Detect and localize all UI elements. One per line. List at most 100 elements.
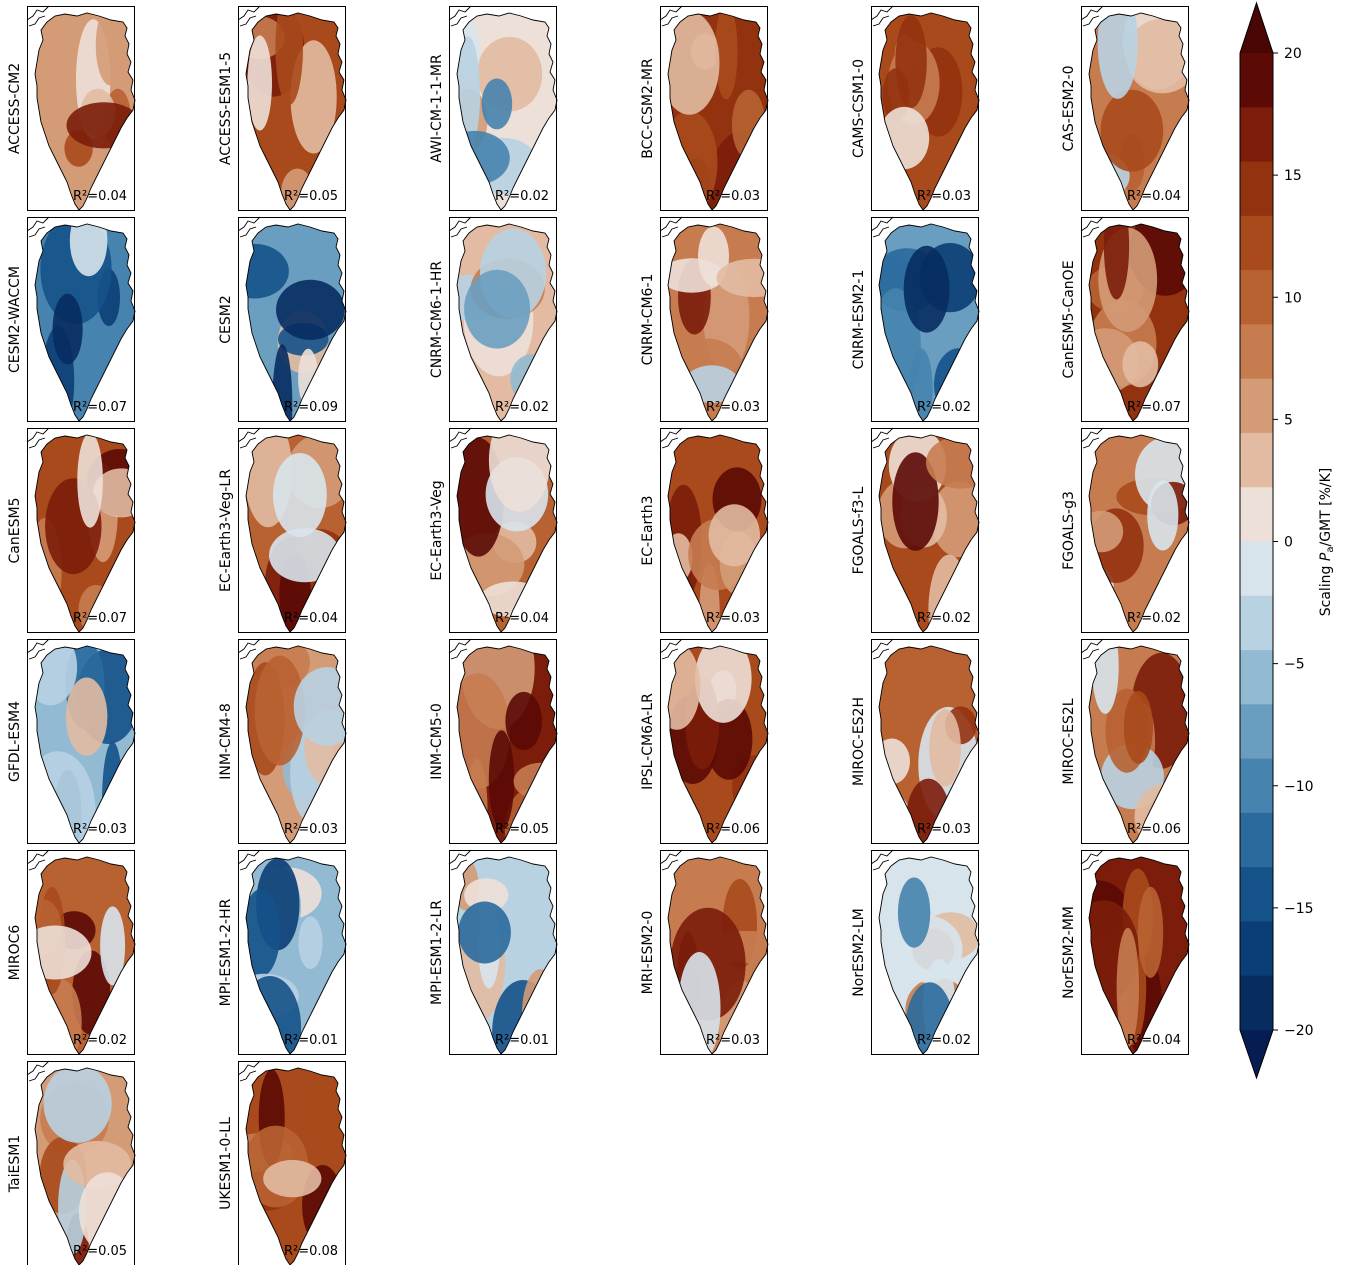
colorbar-tick-label: 15 — [1284, 168, 1302, 184]
colorbar-extend-min — [1240, 1030, 1273, 1078]
greenland-coastline — [667, 223, 769, 422]
greenland-coastline — [245, 856, 347, 1055]
model-label: CanESM5 — [7, 498, 23, 564]
field-contour — [95, 13, 126, 86]
r2-label: R²=0.02 — [1127, 611, 1181, 626]
canada-coastline — [237, 5, 261, 27]
model-label: MIROC-ES2H — [851, 697, 867, 786]
r2-label: R²=0.04 — [73, 189, 127, 204]
greenland-coastline — [34, 223, 136, 422]
colorbar-tick-label: −5 — [1284, 657, 1305, 673]
model-label: CAMS-CSM1-0 — [851, 59, 867, 158]
greenland-coastline — [34, 434, 136, 633]
panel-frame — [1081, 850, 1189, 1055]
field-contour — [272, 344, 293, 421]
r2-label: R²=0.04 — [284, 611, 338, 626]
colorbar-swatch — [1240, 487, 1273, 543]
field-contour — [505, 691, 542, 751]
panel-frame — [238, 850, 346, 1055]
canada-coastline — [659, 216, 683, 238]
greenland-coastline — [245, 12, 347, 211]
model-label: CNRM-CM6-1-HR — [429, 261, 445, 378]
field-contour — [1122, 341, 1159, 388]
model-label: FGOALS-f3-L — [851, 486, 867, 574]
field-contour — [481, 78, 513, 130]
r2-label: R²=0.05 — [284, 189, 338, 204]
canada-coastline — [448, 849, 472, 871]
r2-label: R²=0.03 — [73, 822, 127, 837]
colorbar-swatch — [1240, 53, 1273, 108]
panel-frame — [660, 217, 768, 422]
map-panel: R²=0.03 CNRM-CM6-1 — [640, 216, 769, 422]
map-panel: R²=0.02 MIROC6 — [7, 849, 136, 1055]
r2-label: R²=0.02 — [495, 400, 549, 415]
r2-label: R²=0.03 — [706, 611, 760, 626]
model-label: CAS-ESM2-0 — [1061, 66, 1077, 152]
map-panel: R²=0.04 EC-Earth3-Veg — [429, 427, 558, 633]
greenland-coastline — [1088, 12, 1190, 211]
panel-frame — [449, 217, 557, 422]
canada-coastline — [659, 427, 683, 449]
greenland-coastline — [667, 645, 769, 844]
field-contour — [926, 436, 979, 489]
map-panel: R²=0.02 AWI-CM-1-1-MR — [429, 5, 558, 211]
field-contour — [273, 453, 327, 537]
colorbar-tick-label: 10 — [1284, 290, 1302, 306]
colorbar-swatch — [1240, 107, 1273, 163]
r2-label: R²=0.02 — [73, 1033, 127, 1048]
canada-coastline — [237, 216, 261, 238]
field-contour — [904, 982, 955, 1054]
canada-coastline — [1080, 5, 1104, 27]
field-contour — [668, 258, 724, 293]
model-label: NorESM2-LM — [851, 908, 867, 996]
map-panel: R²=0.01 MPI-ESM1-2-LR — [429, 849, 558, 1055]
greenland-coastline — [456, 12, 558, 211]
panel-frame — [27, 1061, 135, 1265]
field-contour — [464, 269, 531, 349]
panel-frame — [27, 217, 135, 422]
canada-coastline — [448, 638, 472, 660]
field-contour — [464, 878, 509, 912]
model-label: TaiESM1 — [7, 1135, 23, 1193]
field-contour — [929, 709, 961, 787]
greenland-coastline — [1088, 434, 1190, 633]
panel-frame — [238, 428, 346, 633]
colorbar-tick-label: 20 — [1284, 46, 1302, 62]
map-panel: R²=0.04 EC-Earth3-Veg-LR — [218, 427, 347, 633]
map-panel: R²=0.03 GFDL-ESM4 — [7, 638, 136, 844]
panel-frame — [449, 6, 557, 211]
r2-label: R²=0.04 — [495, 611, 549, 626]
greenland-coastline — [667, 856, 769, 1055]
scaling-field — [668, 646, 768, 843]
greenland-coastline — [245, 1067, 347, 1265]
panel-frame — [27, 6, 135, 211]
greenland-coastline — [878, 223, 980, 422]
greenland-coastline — [456, 434, 558, 633]
model-label: BCC-CSM2-MR — [640, 58, 656, 159]
field-contour — [100, 906, 126, 986]
panel-frame — [238, 217, 346, 422]
canada-coastline — [1080, 638, 1104, 660]
model-label: CESM2 — [218, 295, 234, 344]
panel-frame — [27, 428, 135, 633]
greenland-coastline — [1088, 856, 1190, 1055]
field-contour — [52, 293, 83, 365]
panel-frame — [238, 6, 346, 211]
colorbar-label-prefix: Scaling — [1318, 561, 1334, 616]
map-panel: R²=0.03 BCC-CSM2-MR — [640, 5, 769, 211]
field-contour — [668, 646, 701, 730]
field-contour — [93, 468, 135, 518]
canada-coastline — [448, 216, 472, 238]
greenland-coastline — [34, 856, 136, 1055]
r2-label: R²=0.03 — [917, 189, 971, 204]
panel-frame — [871, 6, 979, 211]
map-panel: R²=0.06 MIROC-ES2L — [1061, 638, 1190, 844]
map-panel: R²=0.04 NorESM2-MM — [1061, 849, 1190, 1055]
canada-coastline — [448, 427, 472, 449]
model-label: UKESM1-0-LL — [218, 1117, 234, 1210]
greenland-coastline — [1088, 223, 1190, 422]
field-contour — [293, 667, 346, 746]
colorbar-swatch — [1240, 432, 1273, 488]
greenland-coastline — [245, 434, 347, 633]
colorbar-swatch — [1240, 812, 1273, 868]
